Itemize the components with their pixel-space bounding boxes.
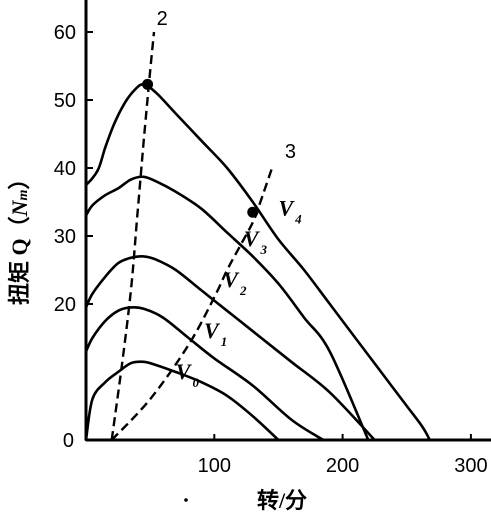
series-line-V0 <box>84 360 280 442</box>
stray-dot <box>184 498 188 502</box>
curves <box>84 83 432 442</box>
intersection-marker <box>142 78 154 90</box>
series-line-V4 <box>84 83 432 442</box>
intersection-marker <box>247 206 259 218</box>
dashed-line-3 <box>110 167 274 441</box>
series-line-V2 <box>84 255 376 442</box>
y-tick-label: 20 <box>54 294 76 316</box>
x-tick-label: 100 <box>198 455 231 477</box>
x-tick-label: 300 <box>454 455 487 477</box>
axes: 20 30 40 50 60 0 100 200 300 转/分 扭矩 Q（Nm） <box>7 0 491 513</box>
series-line-V1 <box>84 305 325 442</box>
x-tick-label: 200 <box>326 455 359 477</box>
y-tick-label: 30 <box>54 226 76 248</box>
y-axis-title: 扭矩 Q（Nm） <box>7 168 32 305</box>
labels: V 0V 1 V 2 V 3 V 4 2 3 <box>157 8 302 502</box>
y-tick-label: 40 <box>54 158 76 180</box>
y-tick-label: 60 <box>54 22 76 44</box>
series-line-V3 <box>84 175 370 442</box>
dashed-label-2: 2 <box>157 8 168 30</box>
markers <box>142 78 259 218</box>
origin-label: 0 <box>63 430 74 452</box>
x-axis-title: 转/分 <box>257 488 307 513</box>
y-tick-label: 50 <box>54 90 76 112</box>
dashed-label-3: 3 <box>285 141 296 163</box>
